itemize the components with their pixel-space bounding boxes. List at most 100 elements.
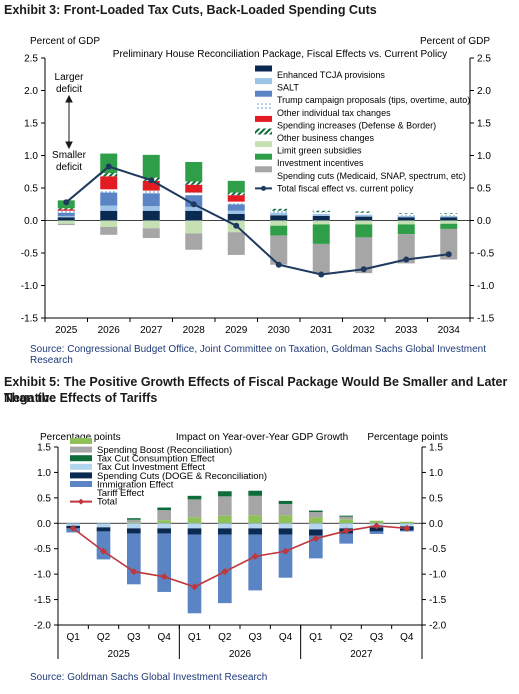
bar-investment-incentives xyxy=(397,224,415,235)
legend-label-enhanced-tcja-provisions: Enhanced TCJA provisions xyxy=(277,70,385,80)
y-tick-label-right: 0.5 xyxy=(429,493,443,504)
legend-swatch-immigration-effect xyxy=(70,472,92,479)
y-tick-label-right: 0.0 xyxy=(477,216,491,227)
legend-label-total-fiscal-effect-vs-current-policy: Total fiscal effect vs. current policy xyxy=(277,183,414,193)
bar-spending-cuts-medicaid-snap-spectrum-etc xyxy=(270,235,288,265)
x-tick-label: Q1 xyxy=(309,632,323,643)
bar-tax-cut-investment-effect xyxy=(309,510,323,513)
y-tick-label-left: -1.5 xyxy=(34,595,52,606)
point-total xyxy=(342,527,350,535)
bar-enhanced-tcja-provisions xyxy=(440,217,458,221)
bar-other-individual-tax-changes xyxy=(100,189,118,193)
bar-salt xyxy=(142,206,160,211)
chart-title: Impact on Year-over-Year GDP Growth xyxy=(176,432,348,443)
bar-limit-green-subsidies xyxy=(440,220,458,224)
bar-investment-incentives xyxy=(355,224,373,238)
y-tick-label-left: -1.0 xyxy=(21,281,39,292)
bar-spending-boost-reconciliation xyxy=(309,517,323,524)
point-total xyxy=(282,547,289,555)
bar-immigration-effect xyxy=(218,528,232,535)
y-tick-label-right: 1.5 xyxy=(429,443,443,454)
y-tick-label-right: -0.5 xyxy=(477,249,495,260)
x-tick-label: Q3 xyxy=(127,632,141,643)
point-total xyxy=(251,552,259,560)
x-tick-label: Q3 xyxy=(248,632,262,643)
point-total-fiscal-effect-vs-current-policy xyxy=(190,201,197,208)
deficit-arrow xyxy=(65,94,73,150)
bar-spending-cuts-medicaid-snap-spectrum-etc xyxy=(57,223,75,226)
legend-swatch-trump-campaign-proposals-tips-overtime-auto xyxy=(255,90,272,97)
bar-enhanced-tcja-provisions xyxy=(397,217,415,221)
bar-other-business-changes xyxy=(355,211,373,213)
bar-spending-cuts-doge-reconciliation xyxy=(157,523,171,529)
point-total xyxy=(373,522,380,530)
year-label: 2025 xyxy=(108,649,131,660)
bar-other-business-changes xyxy=(312,210,330,213)
point-total-fiscal-effect-vs-current-policy xyxy=(233,222,240,229)
bar-salt xyxy=(185,206,203,211)
point-total xyxy=(312,535,320,543)
y-tick-label-left: 0.5 xyxy=(37,493,51,504)
bar-limit-green-subsidies xyxy=(100,220,118,227)
x-tick-label: 2026 xyxy=(98,325,121,336)
x-tick-label: 2034 xyxy=(438,325,461,336)
x-tick-label: Q1 xyxy=(188,632,202,643)
legend-swatch-spending-increases-defense-border xyxy=(255,115,272,122)
point-total xyxy=(69,524,77,532)
bar-trump-campaign-proposals-tips-overtime-auto xyxy=(100,192,118,206)
bar-salt xyxy=(440,215,458,218)
legend-swatch-investment-incentives xyxy=(255,153,272,160)
x-tick-label: Q4 xyxy=(400,632,414,643)
bar-tax-cut-investment-effect xyxy=(278,500,293,504)
bar-immigration-effect xyxy=(309,529,323,536)
bar-spending-cuts-doge-reconciliation xyxy=(127,523,141,529)
bar-tariff-effect xyxy=(157,533,171,592)
x-tick-label: 2027 xyxy=(140,325,163,336)
bar-spending-cuts-doge-reconciliation xyxy=(309,523,323,530)
chart-title: Preliminary House Reconciliation Package… xyxy=(113,49,447,60)
bar-spending-cuts-doge-reconciliation xyxy=(248,523,262,529)
bar-tax-cut-consumption-effect xyxy=(248,495,262,516)
bar-other-individual-tax-changes xyxy=(185,192,203,196)
year-label: 2026 xyxy=(229,649,252,660)
bar-tax-cut-consumption-effect xyxy=(218,496,232,516)
bar-tax-cut-investment-effect xyxy=(218,491,232,497)
bar-spending-cuts-doge-reconciliation xyxy=(339,523,353,529)
bar-investment-incentives xyxy=(270,225,288,236)
legend-label-spending-increases-defense-border: Spending increases (Defense & Border) xyxy=(277,120,436,130)
point-total-fiscal-effect-vs-current-policy xyxy=(445,251,452,258)
bar-tariff-effect xyxy=(248,534,262,591)
exhibit-5-title-line1: Exhibit 5: The Positive Growth Effects o… xyxy=(4,375,508,405)
bar-tariff-effect xyxy=(127,533,141,585)
y-tick-label-left: -1.5 xyxy=(21,314,39,325)
bar-spending-increases-defense-border xyxy=(100,176,118,190)
bar-spending-increases-defense-border xyxy=(142,180,160,191)
bar-investment-incentives xyxy=(440,223,458,229)
bar-spending-cuts-doge-reconciliation xyxy=(400,523,414,527)
bar-tariff-effect xyxy=(369,531,384,534)
y-tick-label-right: 2.5 xyxy=(477,54,491,65)
bar-spending-cuts-medicaid-snap-spectrum-etc xyxy=(355,237,373,274)
y-tick-label-left: 1.5 xyxy=(37,443,51,454)
x-tick-label: Q4 xyxy=(157,632,171,643)
exhibit-3-source: Source: Congressional Budget Office, Joi… xyxy=(30,344,486,366)
bar-spending-boost-reconciliation xyxy=(127,522,141,524)
bar-spending-increases-defense-border xyxy=(185,184,203,193)
y-tick-label-right: -2.0 xyxy=(429,621,447,632)
bar-other-business-changes xyxy=(227,192,245,196)
legend-swatch-spending-boost-reconciliation xyxy=(70,438,92,444)
x-tick-label: 2028 xyxy=(183,325,206,336)
bar-tax-cut-consumption-effect xyxy=(339,516,353,520)
legend-label-tax-cut-consumption-effect: Tax Cut Consumption Effect xyxy=(97,454,215,465)
bar-other-individual-tax-changes xyxy=(227,201,245,205)
legend-swatch-tariff-effect xyxy=(70,481,92,487)
bar-spending-increases-defense-border xyxy=(57,209,75,211)
bar-other-individual-tax-changes xyxy=(397,214,415,216)
point-total-fiscal-effect-vs-current-policy xyxy=(275,261,282,268)
point-total xyxy=(100,547,107,555)
left-axis-label: Percent of GDP xyxy=(30,36,100,47)
bar-limit-green-subsidies xyxy=(57,220,75,224)
point-total-fiscal-effect-vs-current-policy xyxy=(403,256,410,263)
bar-enhanced-tcja-provisions xyxy=(185,210,203,221)
legend-label-limit-green-subsidies: Limit green subsidies xyxy=(277,146,362,156)
